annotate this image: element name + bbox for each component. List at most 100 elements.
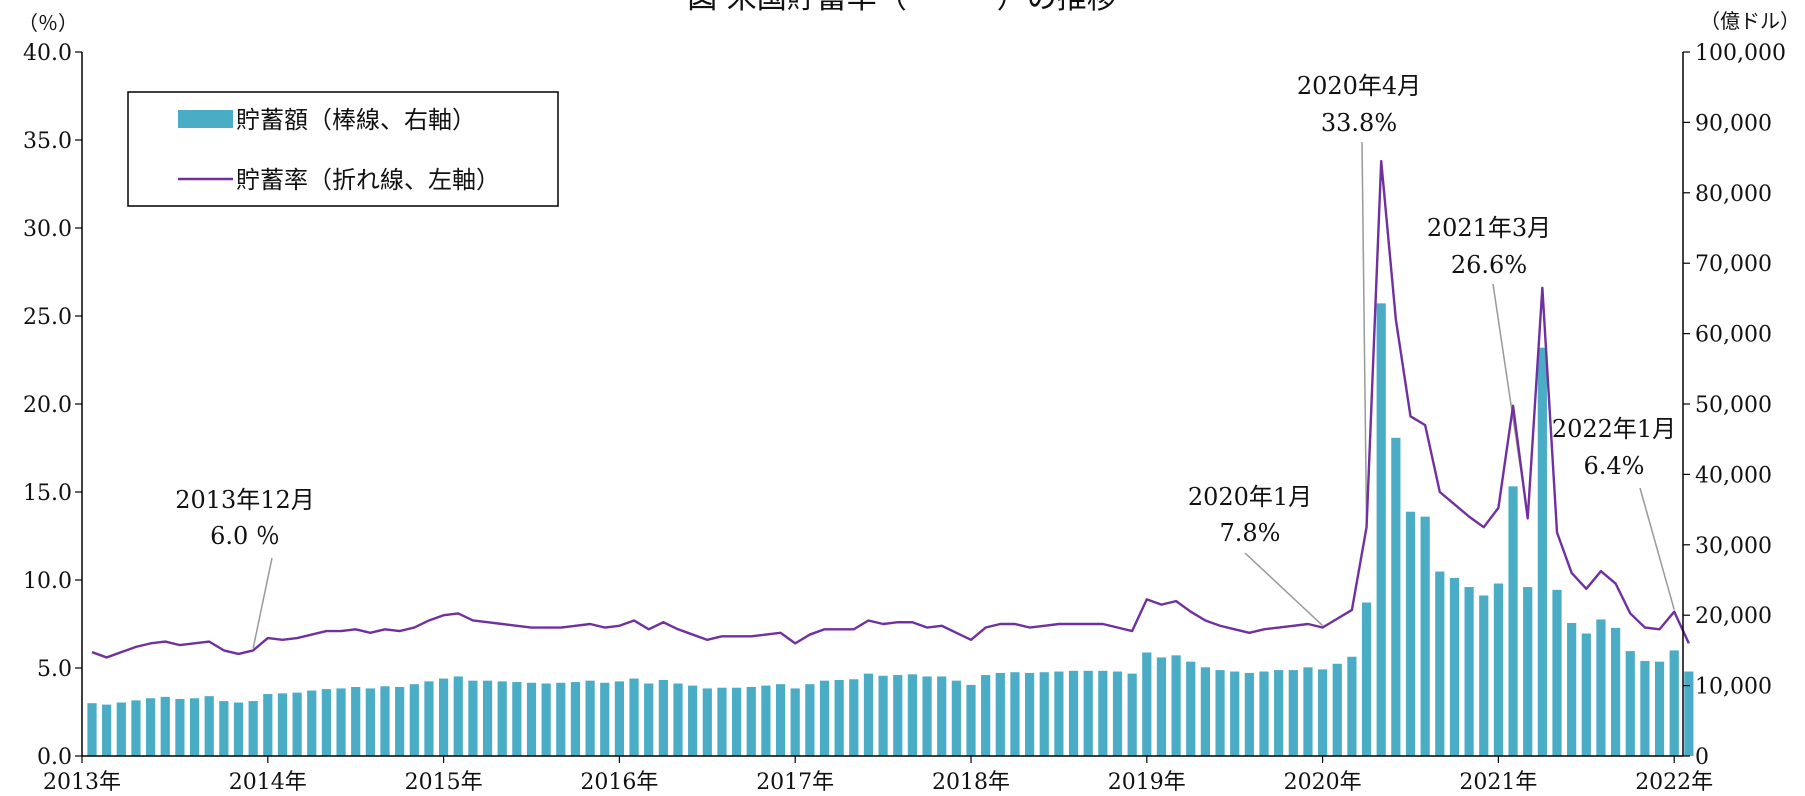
savings-amount-bar <box>717 687 727 756</box>
savings-amount-bar <box>351 687 361 756</box>
savings-amount-bar <box>1259 671 1269 756</box>
right-tick-label: 70,000 <box>1695 252 1772 277</box>
savings-amount-bar <box>1552 589 1562 756</box>
right-axis-unit: （億ドル） <box>1700 9 1800 33</box>
savings-amount-bar <box>1318 669 1328 756</box>
annotation-leader-line <box>1244 552 1324 627</box>
savings-amount-bar <box>966 684 976 756</box>
savings-amount-bar <box>160 696 170 756</box>
savings-amount-bar <box>1303 667 1313 756</box>
annotation-date: 2020年4月 <box>1297 72 1421 100</box>
right-tick-label: 40,000 <box>1695 463 1772 488</box>
savings-amount-bar <box>746 687 756 756</box>
left-tick-label: 10.0 <box>23 569 72 594</box>
savings-amount-bar <box>1449 577 1460 756</box>
savings-amount-bar <box>937 676 947 756</box>
savings-amount-bar <box>87 703 97 756</box>
savings-amount-bar <box>131 700 141 756</box>
savings-amount-bar <box>541 683 551 756</box>
right-tick-label: 0 <box>1695 745 1709 770</box>
annotation-leader-line <box>252 557 273 649</box>
savings-amount-bar <box>1244 672 1254 756</box>
right-tick-label: 50,000 <box>1695 393 1772 418</box>
savings-amount-bar <box>1464 587 1474 756</box>
savings-amount-bar <box>321 689 331 756</box>
savings-amount-bar <box>219 701 229 756</box>
savings-amount-bar <box>1068 670 1079 756</box>
annotation-date: 2021年3月 <box>1427 214 1551 242</box>
savings-amount-bar <box>263 694 273 756</box>
savings-amount-bar <box>1361 602 1372 756</box>
savings-amount-bar <box>380 686 390 756</box>
savings-amount-bar <box>189 698 200 756</box>
left-tick-label: 0.0 <box>37 745 72 770</box>
right-tick-label: 60,000 <box>1695 323 1772 348</box>
savings-amount-bar <box>1039 672 1049 756</box>
savings-amount-bar <box>1479 595 1489 756</box>
savings-amount-bar <box>805 684 815 756</box>
annotation-date: 2022年1月 <box>1552 415 1676 443</box>
right-tick-label: 30,000 <box>1695 534 1772 559</box>
savings-amount-bar <box>1684 671 1694 756</box>
left-tick-label: 5.0 <box>37 657 72 682</box>
savings-amount-bar <box>409 684 419 756</box>
savings-amount-bar <box>658 679 668 756</box>
savings-amount-bar <box>1112 671 1123 756</box>
savings-amount-bar <box>439 678 449 756</box>
savings-amount-bar <box>1508 486 1518 756</box>
savings-amount-bar <box>1376 303 1386 756</box>
x-tick-label: 2017年 <box>756 770 834 795</box>
savings-amount-bar <box>395 687 405 756</box>
savings-amount-bar <box>482 680 493 756</box>
savings-amount-bar <box>1025 672 1035 756</box>
savings-amount-bar <box>233 702 244 756</box>
savings-amount-bar <box>468 680 478 756</box>
savings-amount-bar <box>1581 633 1591 756</box>
annotation-value: 6.4% <box>1584 452 1645 480</box>
savings-amount-bar <box>1083 670 1093 756</box>
x-tick-label: 2022年 <box>1635 770 1713 795</box>
savings-amount-bar <box>1054 671 1064 756</box>
left-tick-label: 30.0 <box>23 217 72 242</box>
savings-amount-bar <box>1435 571 1445 756</box>
savings-amount-bar <box>878 675 888 756</box>
savings-amount-bar <box>292 692 302 756</box>
savings-amount-bar <box>1215 670 1225 756</box>
savings-amount-bar <box>995 672 1005 756</box>
x-tick-label: 2020年 <box>1284 770 1362 795</box>
savings-amount-bar <box>907 674 917 756</box>
annotation-value: 33.8% <box>1321 109 1397 137</box>
x-tick-label: 2019年 <box>1108 770 1186 795</box>
axis-tick-labels: 0.0 5.0 10.0 15.0 20.0 25.0 30.0 35.0 40.0 0 10,00… <box>23 41 1786 795</box>
savings-amount-bar <box>1010 672 1020 756</box>
savings-amount-bar <box>277 693 288 756</box>
savings-amount-bar <box>570 682 581 756</box>
savings-amount-bar <box>1611 627 1621 756</box>
legend-line-label: 貯蓄率（折れ線、左軸） <box>236 166 500 194</box>
savings-amount-bar <box>1640 660 1650 756</box>
savings-amount-bar <box>834 679 844 756</box>
savings-amount-bar <box>497 681 507 756</box>
savings-amount-bar <box>863 673 874 756</box>
right-tick-label: 90,000 <box>1695 111 1772 136</box>
x-tick-label: 2014年 <box>229 770 307 795</box>
left-tick-label: 25.0 <box>23 305 72 330</box>
savings-amount-bar <box>453 676 463 756</box>
annotation-value: 6.0 ％ <box>210 522 280 550</box>
legend-box <box>127 91 559 207</box>
savings-amount-bar <box>775 684 786 756</box>
savings-amount-bar <box>688 685 698 756</box>
savings-amount-bar <box>1288 670 1298 756</box>
savings-amount-bar <box>849 679 859 756</box>
savings-amount-bar <box>146 698 156 756</box>
right-tick-label: 10,000 <box>1695 675 1772 700</box>
savings-amount-bar <box>1127 673 1137 756</box>
left-tick-label: 40.0 <box>23 41 72 66</box>
savings-amount-bar <box>1567 622 1577 756</box>
x-tick-label: 2018年 <box>932 770 1010 795</box>
chart-axes <box>75 51 1690 763</box>
savings-amount-bar <box>1523 587 1533 756</box>
left-tick-label: 15.0 <box>23 481 72 506</box>
savings-amount-bar <box>951 680 961 756</box>
